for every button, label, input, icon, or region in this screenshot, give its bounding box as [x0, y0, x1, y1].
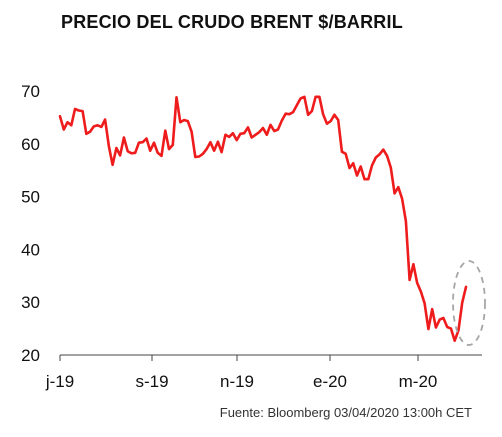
y-tick-label: 60 — [21, 135, 40, 154]
series-line-brent — [58, 95, 468, 342]
x-tick-label: m-20 — [399, 372, 438, 391]
chart-title: PRECIO DEL CRUDO BRENT $/BARRIL — [61, 12, 403, 32]
y-tick-label: 40 — [21, 240, 40, 259]
y-tick-label: 70 — [21, 82, 40, 101]
x-tick-label: n-19 — [220, 372, 254, 391]
x-tick-label: j-19 — [45, 372, 74, 391]
y-tick-label: 50 — [21, 188, 40, 207]
x-tick-label: s-19 — [135, 372, 168, 391]
y-tick-label: 30 — [21, 293, 40, 312]
y-axis: 20 30 40 50 60 70 — [21, 82, 40, 365]
x-tick-label: e-20 — [313, 372, 347, 391]
x-axis: j-19 s-19 n-19 e-20 m-20 — [45, 354, 482, 391]
highlight-annotation-ellipse — [452, 260, 486, 346]
source-note: Fuente: Bloomberg 03/04/2020 13:00h CET — [219, 405, 472, 420]
y-tick-label: 20 — [21, 346, 40, 365]
